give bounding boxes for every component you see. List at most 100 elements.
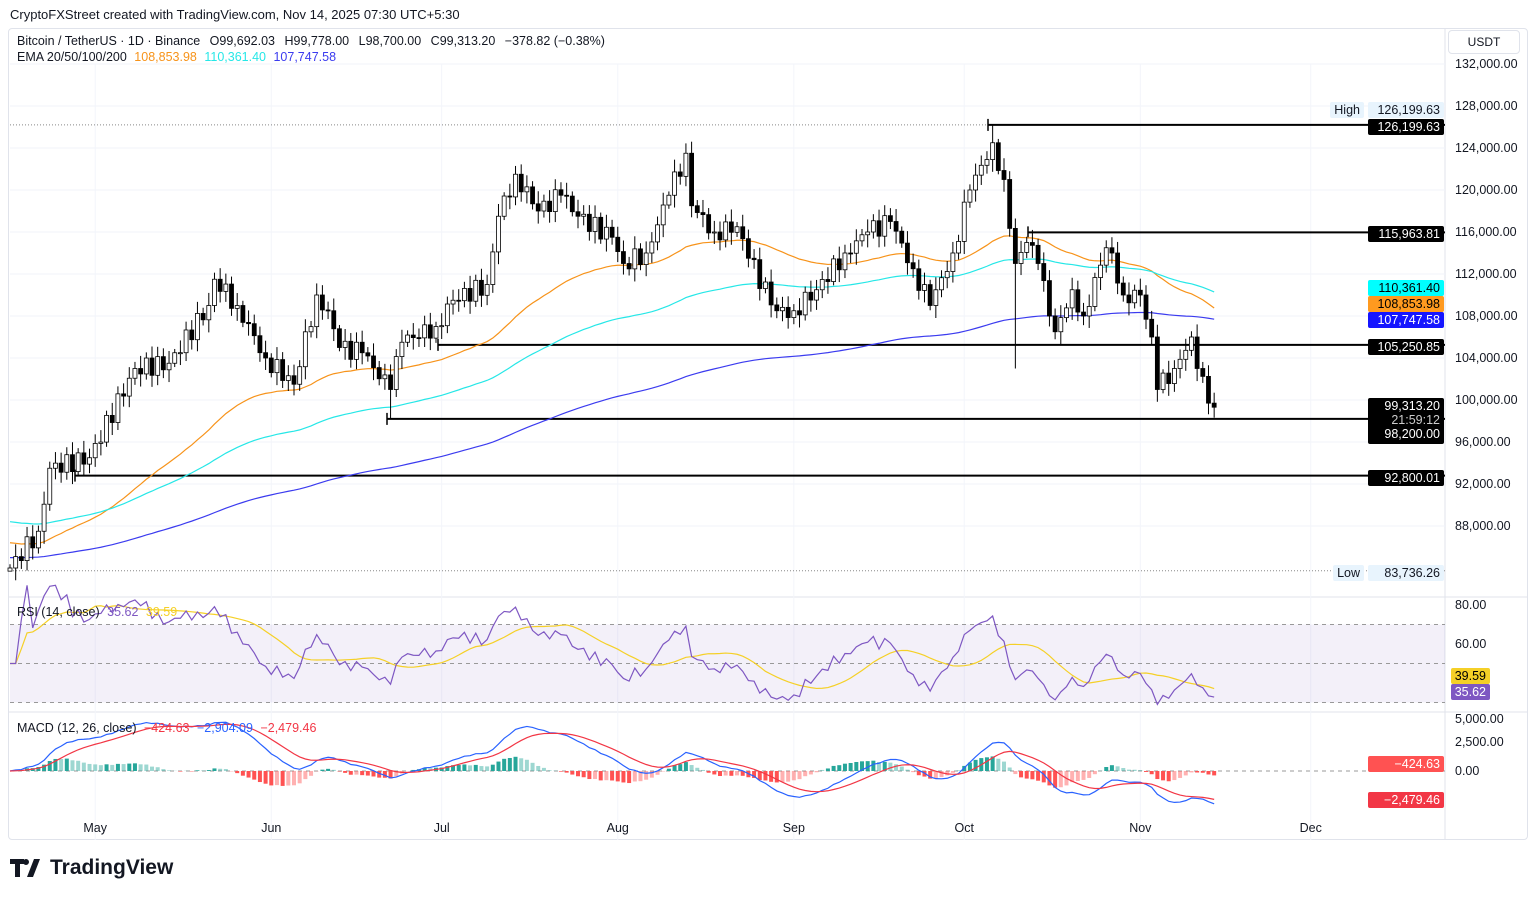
rsi-value: 35.62	[107, 605, 139, 619]
candle-down	[995, 142, 1001, 171]
high-value: H99,778.00	[284, 34, 350, 48]
macd-histogram-bar	[757, 771, 762, 781]
macd-histogram-bar	[1036, 771, 1041, 781]
candle-down	[558, 189, 564, 196]
price-tick-label: 116,000.00	[1455, 225, 1517, 239]
macd-histogram-bar	[967, 762, 972, 771]
credit-line: CryptoFXStreet created with TradingView.…	[10, 7, 460, 22]
macd-histogram-bar	[1053, 771, 1058, 788]
macd-hist-value: −424.63	[143, 721, 190, 735]
macd-histogram-bar	[496, 761, 501, 771]
candle-up	[1183, 349, 1189, 360]
macd-histogram-bar	[627, 771, 632, 784]
candle-down	[757, 259, 763, 289]
price-tick-label: 108,000.00	[1455, 309, 1518, 323]
bar-countdown: 21:59:12	[1391, 413, 1440, 427]
price-tick-label: 112,000.00	[1455, 267, 1517, 281]
macd-histogram-bar	[462, 764, 467, 771]
macd-histogram-bar	[672, 765, 677, 771]
macd-histogram-bar	[274, 771, 279, 786]
macd-histogram-bar	[388, 771, 393, 779]
price-tick-label: 132,000.00	[1455, 57, 1518, 71]
candle-up	[24, 536, 30, 562]
tradingview-logo[interactable]: TradingView	[10, 856, 173, 880]
candle-down	[365, 352, 371, 357]
macd-title: MACD (12, 26, close)	[17, 721, 137, 735]
chart-frame	[8, 28, 1528, 840]
candle-up	[944, 271, 950, 279]
macd-histogram-bar	[899, 766, 904, 771]
macd-histogram-bar	[354, 771, 359, 775]
candle-up	[47, 467, 53, 505]
macd-line	[9, 721, 1215, 805]
macd-histogram-bar	[235, 771, 240, 774]
ema-legend[interactable]: EMA 20/50/100/200 108,853.98 110,361.40 …	[17, 50, 336, 64]
macd-histogram-bar	[479, 766, 484, 771]
macd-signal-line	[9, 723, 1215, 800]
candle-up	[939, 277, 944, 291]
macd-histogram-bar	[53, 758, 58, 771]
candle-down	[280, 359, 286, 381]
candle-up	[172, 352, 178, 364]
macd-histogram-bar	[326, 768, 331, 771]
candle-down	[1166, 372, 1172, 384]
macd-histogram-bar	[922, 771, 927, 777]
macd-histogram-bar	[604, 771, 609, 781]
candle-up	[297, 366, 303, 385]
macd-histogram-bar	[1109, 765, 1114, 771]
candle-up	[143, 357, 149, 375]
candle-up	[1160, 372, 1166, 390]
last-price-tag: 99,313.20 21:59:12 98,200.00	[1368, 398, 1444, 444]
candle-down	[416, 337, 422, 339]
macd-histogram-bar	[1030, 771, 1035, 780]
candle-up	[212, 278, 217, 306]
candle-up	[444, 303, 450, 327]
macd-histogram-bar	[933, 771, 938, 779]
tradingview-logo-icon	[10, 859, 40, 877]
macd-histogram-bar	[973, 759, 978, 771]
candle-up	[581, 213, 587, 217]
macd-histogram-bar	[700, 769, 705, 771]
rsi-tick-label: 80.00	[1455, 598, 1486, 612]
candle-down	[1194, 336, 1200, 369]
symbol-title[interactable]: Bitcoin / TetherUS · 1D · Binance	[17, 34, 201, 48]
macd-histogram-bar	[860, 761, 864, 771]
candle-up	[723, 221, 729, 241]
macd-histogram-bar	[598, 771, 603, 781]
candle-down	[564, 194, 570, 197]
candle-down	[1052, 315, 1058, 333]
macd-histogram-bar	[996, 758, 1001, 771]
candle-down	[888, 215, 893, 222]
ema-tag-orange: 108,853.98	[1368, 296, 1444, 312]
macd-legend[interactable]: MACD (12, 26, close) −424.63 −2,904.09 −…	[17, 721, 316, 735]
macd-histogram-bar	[382, 771, 387, 778]
macd-histogram-bar	[911, 771, 916, 773]
candle-up	[1103, 247, 1109, 266]
level-tag: 92,800.01	[1368, 470, 1444, 486]
candle-down	[916, 268, 922, 291]
rsi-legend[interactable]: RSI (14, close) 35.62 39.59	[17, 605, 177, 619]
macd-histogram-bar	[1132, 769, 1137, 771]
candle-up	[791, 310, 797, 318]
price-tick-label: 124,000.00	[1455, 141, 1518, 155]
candle-up	[177, 352, 183, 355]
macd-histogram-bar	[990, 756, 995, 771]
macd-histogram-bar	[803, 771, 808, 777]
macd-histogram-bar	[956, 770, 961, 771]
candle-up	[234, 305, 240, 309]
rsi-ma-line	[10, 605, 1215, 690]
candle-down	[1137, 289, 1143, 296]
macd-histogram-bar	[587, 771, 592, 780]
macd-histogram-bar	[1172, 771, 1177, 781]
ema-200-line	[9, 311, 1215, 559]
candle-down	[81, 452, 87, 465]
candle-up	[75, 452, 81, 473]
macd-histogram-bar	[167, 770, 172, 771]
macd-histogram-bar	[576, 771, 580, 777]
macd-histogram-bar	[490, 764, 495, 771]
time-tick-label: Jul	[434, 821, 450, 835]
ema-tag-blue: 107,747.58	[1368, 312, 1444, 328]
currency-button[interactable]: USDT	[1448, 30, 1520, 54]
candle-down	[109, 414, 115, 423]
